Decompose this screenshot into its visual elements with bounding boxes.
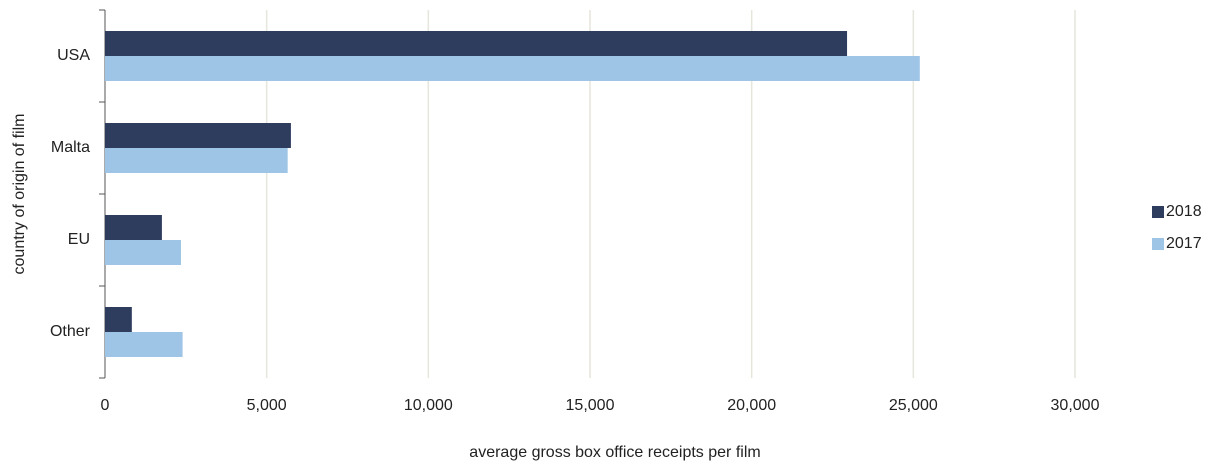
bar: [105, 332, 183, 357]
y-axis-title: country of origin of film: [11, 114, 28, 275]
x-tick-label: 15,000: [566, 397, 615, 414]
y-tick-label: EU: [68, 231, 90, 248]
bar: [105, 123, 291, 148]
legend-label: 2018: [1166, 203, 1202, 220]
bar: [105, 56, 920, 81]
x-axis-title: average gross box office receipts per fi…: [469, 444, 760, 461]
y-tick-label: Malta: [51, 139, 90, 156]
legend-label: 2017: [1166, 235, 1202, 252]
x-tick-label: 20,000: [727, 397, 776, 414]
bar: [105, 148, 288, 173]
y-tick-label: Other: [50, 323, 91, 340]
legend-swatch: [1152, 238, 1164, 250]
bar: [105, 31, 848, 56]
x-tick-label: 30,000: [1051, 397, 1100, 414]
x-tick-label: 25,000: [889, 397, 938, 414]
legend-swatch: [1152, 206, 1164, 218]
bar: [105, 240, 181, 265]
bar: [105, 307, 132, 332]
x-tick-label: 5,000: [247, 397, 287, 414]
x-tick-label: 0: [101, 397, 110, 414]
y-tick-label: USA: [57, 47, 90, 64]
x-tick-label: 10,000: [404, 397, 453, 414]
bar: [105, 215, 162, 240]
